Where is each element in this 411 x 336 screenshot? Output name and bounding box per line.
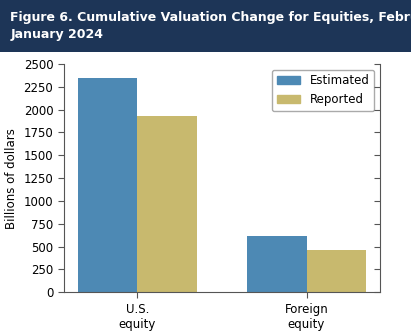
Bar xyxy=(247,236,307,292)
Text: Figure 6. Cumulative Valuation Change for Equities, February 2023 to
January 202: Figure 6. Cumulative Valuation Change fo… xyxy=(10,11,411,41)
Legend: Estimated, Reported: Estimated, Reported xyxy=(272,70,374,111)
Y-axis label: Billions of dollars: Billions of dollars xyxy=(5,128,18,228)
Bar xyxy=(78,78,137,292)
Bar xyxy=(307,250,366,292)
Bar xyxy=(137,116,196,292)
